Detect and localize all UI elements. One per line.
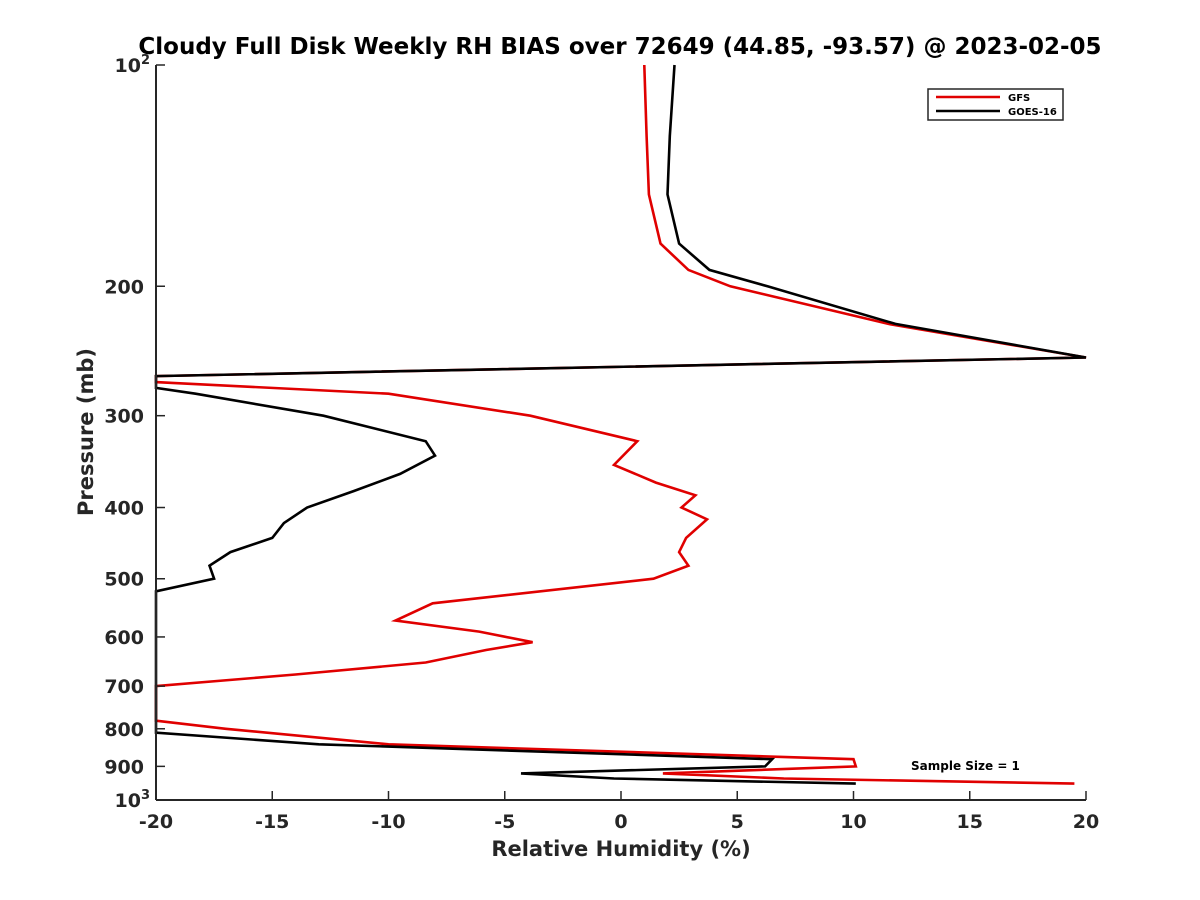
x-tick-label: 15 xyxy=(957,811,983,833)
x-axis-label: Relative Humidity (%) xyxy=(491,837,750,861)
legend-label-gfs: GFS xyxy=(1008,93,1030,104)
y-axis-label: Pressure (mb) xyxy=(74,348,98,516)
series-line-gfs xyxy=(154,64,1087,785)
y-tick-label: 300 xyxy=(104,406,144,428)
y-tick-base: 10 xyxy=(115,790,141,812)
y-tick-label: 900 xyxy=(104,756,144,778)
x-tick-label: -20 xyxy=(139,811,173,833)
x-tick-label: 10 xyxy=(840,811,866,833)
y-tick-label: 400 xyxy=(104,498,144,520)
x-tick-label: -15 xyxy=(255,811,289,833)
x-tick-label: 20 xyxy=(1073,811,1099,833)
y-tick-label: 102 xyxy=(115,53,151,77)
y-tick-label: 200 xyxy=(104,276,144,298)
x-tick-label: -10 xyxy=(371,811,405,833)
y-tick-base: 10 xyxy=(115,55,141,77)
x-tick-label: -5 xyxy=(494,811,515,833)
y-tick-label: 700 xyxy=(104,676,144,698)
y-tick-label: 103 xyxy=(115,788,151,812)
x-tick-label: 5 xyxy=(731,811,744,833)
y-tick-label: 500 xyxy=(104,569,144,591)
y-tick-label: 800 xyxy=(104,719,144,741)
legend-box xyxy=(927,88,1064,121)
legend: GFS GOES-16 xyxy=(927,88,1064,121)
y-tick-label: 600 xyxy=(104,627,144,649)
x-axis-ticks: -20 -15 -10 -5 0 5 10 15 20 xyxy=(139,791,1099,833)
series-line-goes16 xyxy=(154,64,1087,785)
x-tick-label: 0 xyxy=(614,811,627,833)
y-tick-exponent: 2 xyxy=(141,53,150,68)
y-tick-exponent: 3 xyxy=(141,788,150,803)
sample-size-annotation: Sample Size = 1 xyxy=(911,759,1020,773)
legend-label-goes16: GOES-16 xyxy=(1008,107,1057,118)
chart-title: Cloudy Full Disk Weekly RH BIAS over 726… xyxy=(138,34,1101,60)
plot-lines xyxy=(154,64,1087,785)
